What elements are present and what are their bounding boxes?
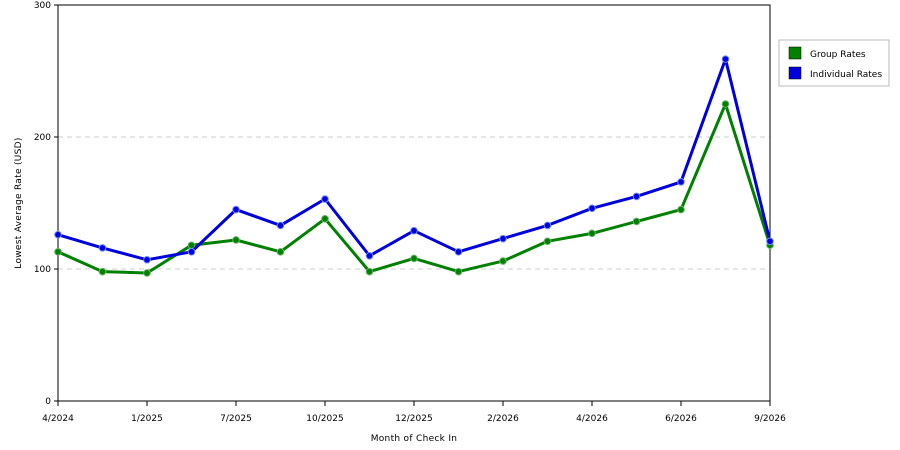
- legend-swatch: [788, 66, 802, 80]
- data-point: [276, 221, 285, 230]
- series-individual-rates: [54, 55, 774, 264]
- x-tick-label: 7/2025: [220, 414, 252, 424]
- x-tick-label: 2/2026: [487, 414, 519, 424]
- data-point: [766, 237, 774, 246]
- y-tick-label: 100: [34, 265, 51, 275]
- x-tick-label: 1/2025: [131, 414, 163, 424]
- data-point: [232, 236, 240, 244]
- data-point: [454, 267, 463, 276]
- data-point: [143, 255, 151, 264]
- data-point: [54, 230, 62, 239]
- plot-frame: [57, 4, 771, 402]
- x-tick-label: 4/2026: [576, 414, 608, 424]
- data-point: [588, 229, 596, 238]
- data-point: [632, 217, 641, 226]
- data-point: [232, 205, 240, 214]
- legend-swatch: [788, 46, 802, 60]
- data-point: [321, 215, 329, 223]
- axes: [57, 4, 771, 402]
- x-axis-title: Month of Check In: [371, 434, 458, 444]
- data-point: [677, 178, 685, 186]
- x-tick-label: 9/2026: [754, 414, 786, 424]
- data-point: [54, 248, 62, 256]
- grid-lines: [58, 136, 770, 270]
- y-tick-label: 300: [34, 1, 51, 11]
- data-point: [276, 248, 285, 256]
- data-point: [588, 204, 596, 213]
- data-point: [543, 221, 552, 230]
- x-tick-label: 10/2025: [306, 414, 343, 424]
- x-tick-label: 12/2025: [395, 414, 432, 424]
- data-point: [365, 267, 374, 276]
- legend-label: Individual Rates: [810, 70, 882, 80]
- data-point: [499, 257, 507, 265]
- data-point: [721, 55, 730, 63]
- data-point: [410, 254, 418, 263]
- x-tick-label: 6/2026: [665, 414, 697, 424]
- data-point: [543, 237, 552, 246]
- series-group: [54, 55, 774, 277]
- y-tick-label: 0: [45, 397, 51, 407]
- data-point: [454, 248, 463, 256]
- data-point: [143, 269, 151, 277]
- data-point: [677, 205, 685, 214]
- data-point: [321, 195, 329, 203]
- data-point: [632, 192, 641, 201]
- y-axis-ticks: 0 100 200 300: [34, 1, 58, 407]
- data-point: [721, 100, 730, 108]
- data-point: [365, 252, 374, 260]
- legend-label: Group Rates: [810, 50, 866, 60]
- x-tick-label: 4/2024: [42, 414, 74, 424]
- data-point: [98, 244, 107, 252]
- data-point: [187, 248, 196, 256]
- y-axis-title: Lowest Average Rate (USD): [14, 137, 24, 268]
- y-tick-label: 200: [34, 133, 51, 143]
- x-axis-ticks: 4/2024 1/2025 7/2025 10/2025 12/2025 2/2026 4/…: [42, 401, 786, 424]
- data-point: [410, 226, 418, 235]
- legend: Group Rates Individual Rates: [778, 39, 890, 87]
- data-point: [98, 267, 107, 276]
- data-point: [499, 234, 507, 243]
